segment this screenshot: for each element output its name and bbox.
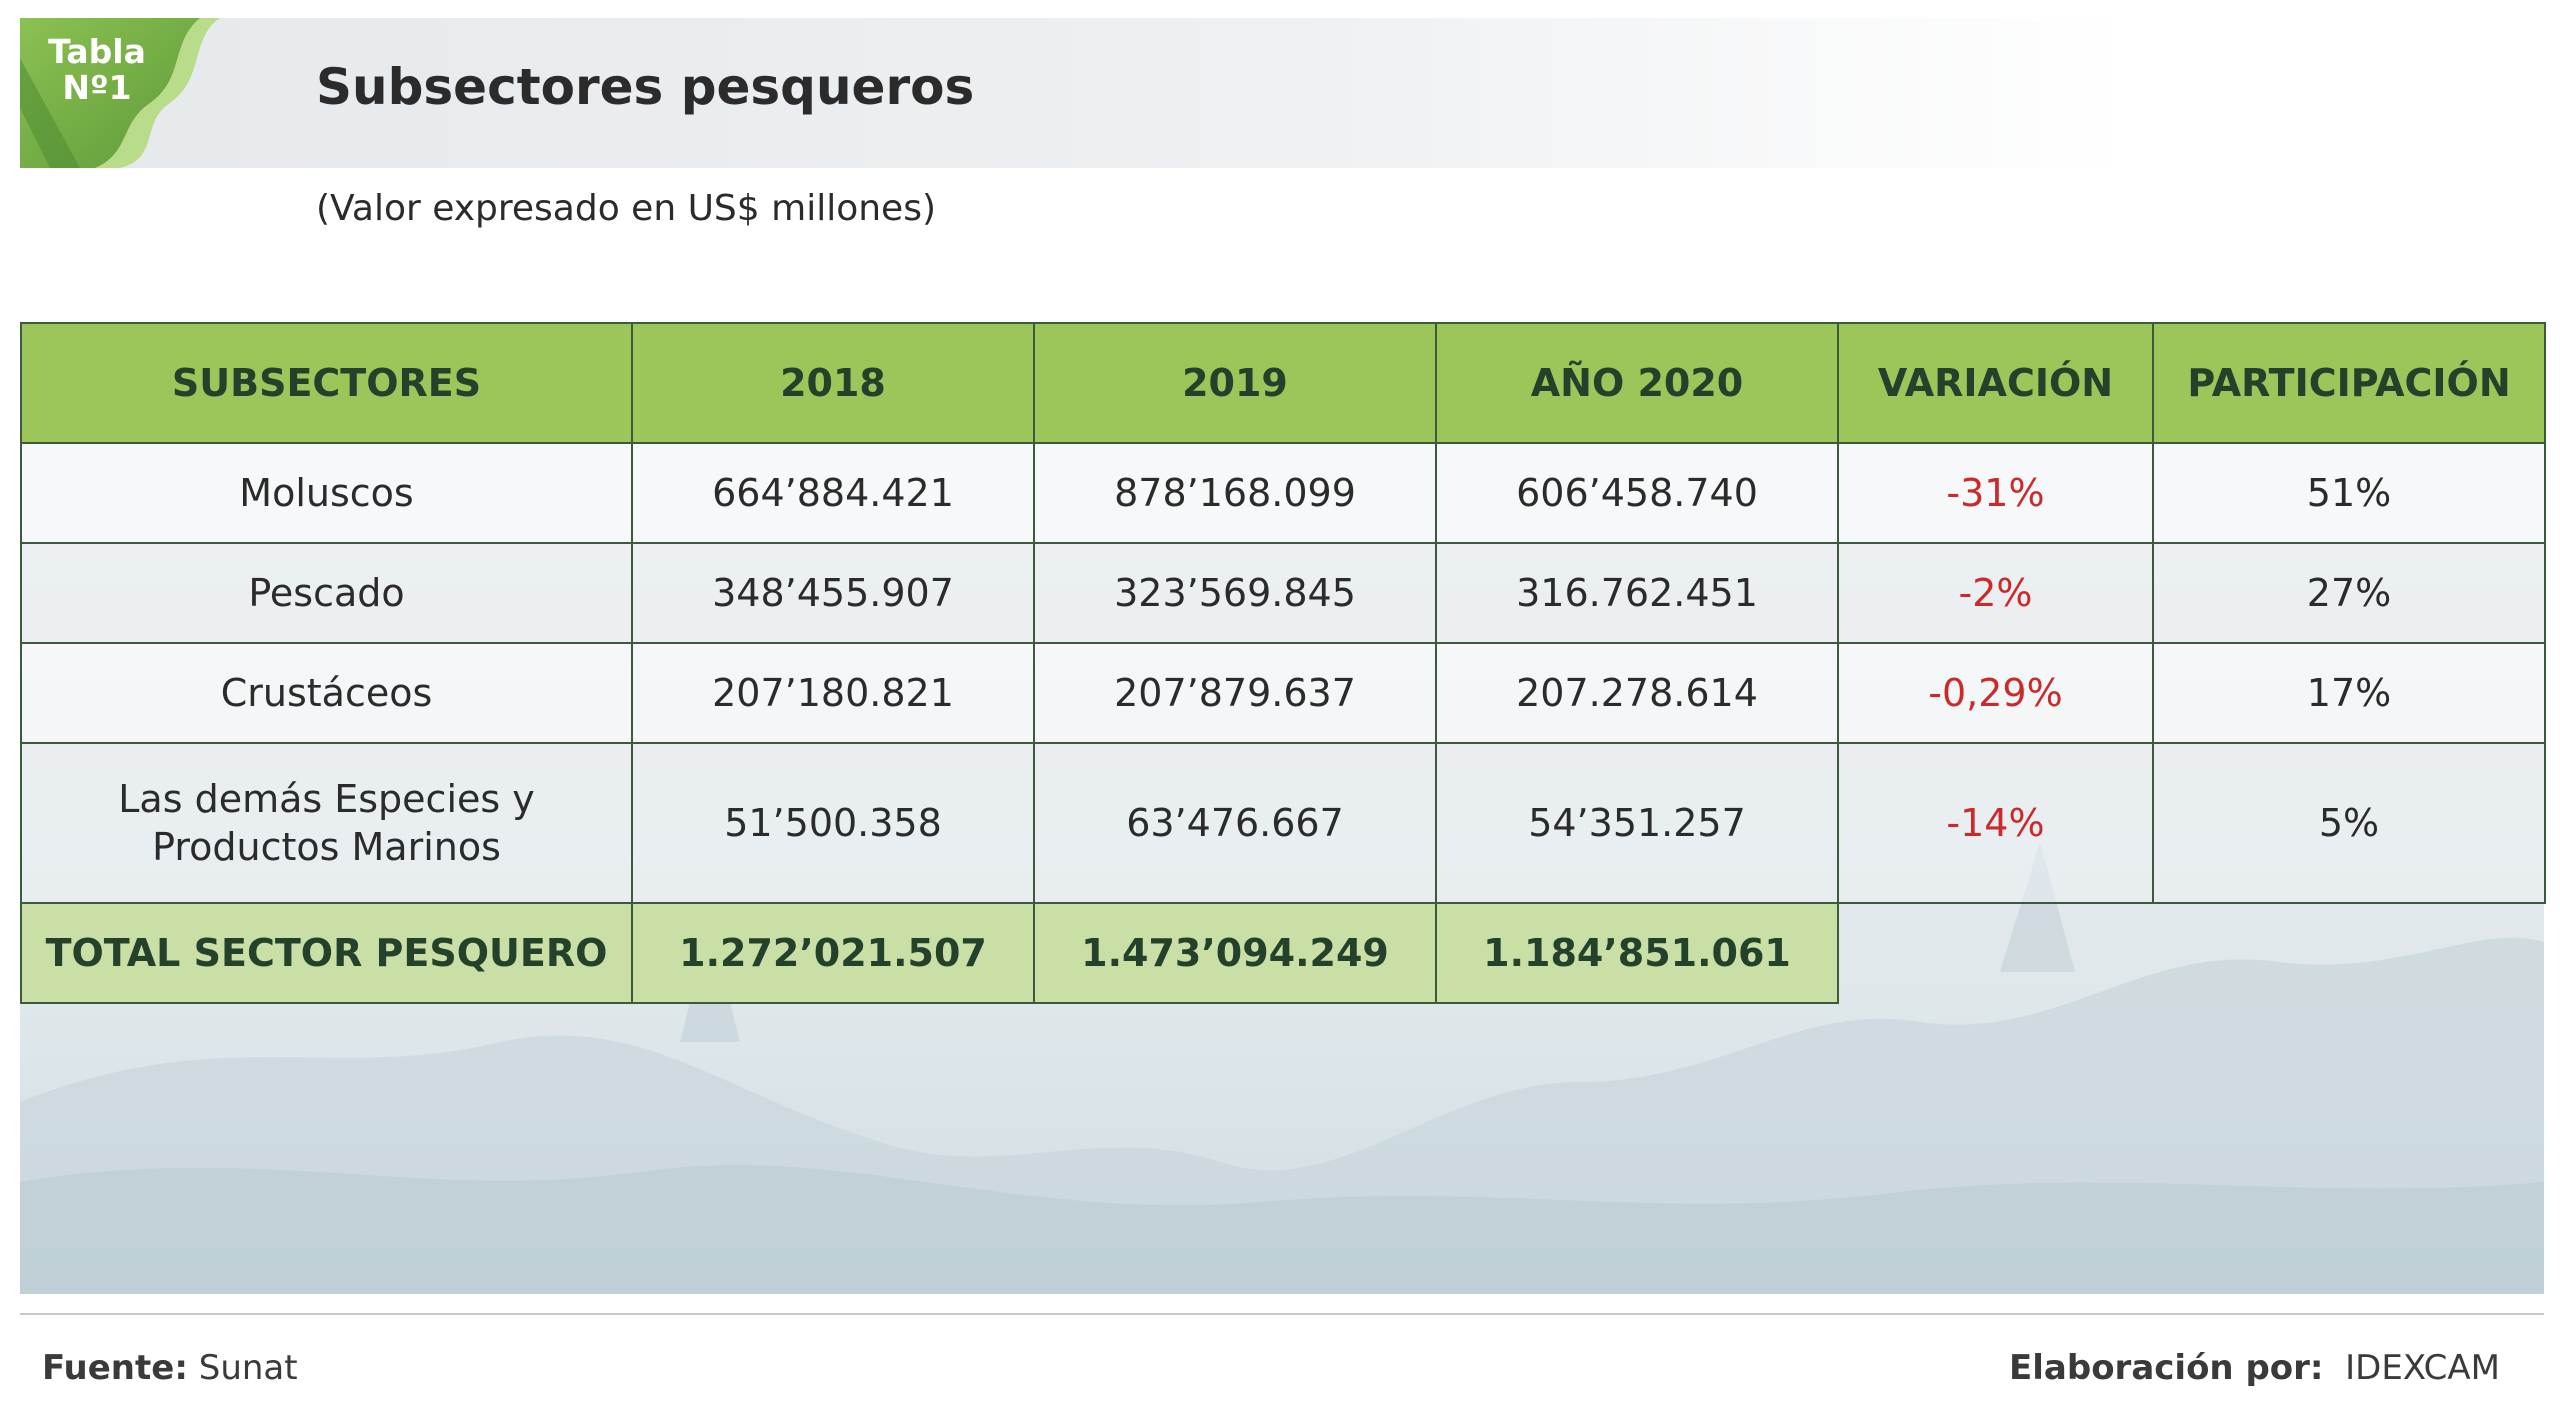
cell-variation: -2% (1837, 542, 2154, 644)
credit-value: IDEXCAM (2345, 1348, 2500, 1388)
subsectors-table: SUBSECTORES 2018 2019 AÑO 2020 VARIACIÓN… (20, 322, 2546, 1004)
badge-leaf-icon (20, 18, 220, 168)
total-empty-cell (1838, 903, 2153, 1003)
cell-share: 51% (2152, 442, 2546, 544)
total-2020: 1.184’851.061 (1435, 902, 1839, 1004)
cell-variation: -14% (1837, 742, 2154, 904)
source-value: Sunat (198, 1348, 298, 1388)
cell-2018: 664’884.421 (631, 442, 1035, 544)
source-label: Fuente: (42, 1348, 188, 1388)
table-badge: Tabla Nº1 (20, 18, 230, 168)
cell-2020: 316.762.451 (1435, 542, 1839, 644)
header-2019: 2019 (1033, 322, 1437, 444)
cell-subsector-line1: Las demás Especies y (118, 777, 535, 821)
cell-share: 5% (2152, 742, 2546, 904)
header-variacion: VARIACIÓN (1837, 322, 2154, 444)
cell-subsector: Crustáceos (20, 642, 633, 744)
cell-subsector: Moluscos (20, 442, 633, 544)
cell-2019: 63’476.667 (1033, 742, 1437, 904)
credit-label: Elaboración por: (2009, 1348, 2324, 1388)
cell-2019: 207’879.637 (1033, 642, 1437, 744)
badge-line2: Nº1 (62, 68, 132, 107)
header-2020: AÑO 2020 (1435, 322, 1839, 444)
cell-2019: 878’168.099 (1033, 442, 1437, 544)
cell-2018: 348’455.907 (631, 542, 1035, 644)
header-participacion: PARTICIPACIÓN (2152, 322, 2546, 444)
source-note: Fuente: Sunat (42, 1348, 298, 1388)
seabed-silhouette-icon (20, 842, 2544, 1294)
cell-2020: 207.278.614 (1435, 642, 1839, 744)
cell-share: 27% (2152, 542, 2546, 644)
cell-2018: 51’500.358 (631, 742, 1035, 904)
cell-2020: 606’458.740 (1435, 442, 1839, 544)
badge-label: Tabla Nº1 (42, 34, 152, 106)
table-row: Pescado 348’455.907 323’569.845 316.762.… (20, 542, 2546, 644)
total-label: TOTAL SECTOR PESQUERO (20, 902, 633, 1004)
table-row: Las demás Especies y Productos Marinos 5… (20, 742, 2546, 904)
total-2019: 1.473’094.249 (1033, 902, 1437, 1004)
cell-2019: 323’569.845 (1033, 542, 1437, 644)
header-subsectores: SUBSECTORES (20, 322, 633, 444)
table-row: Crustáceos 207’180.821 207’879.637 207.2… (20, 642, 2546, 744)
cell-subsector-line2: Productos Marinos (152, 825, 501, 869)
total-2018: 1.272’021.507 (631, 902, 1035, 1004)
cell-2020: 54’351.257 (1435, 742, 1839, 904)
page-subtitle: (Valor expresado en US$ millones) (316, 188, 936, 229)
cell-variation: -0,29% (1837, 642, 2154, 744)
total-row: TOTAL SECTOR PESQUERO 1.272’021.507 1.47… (20, 902, 2545, 1004)
header-2018: 2018 (631, 322, 1035, 444)
badge-line1: Tabla (48, 32, 146, 71)
cell-subsector: Pescado (20, 542, 633, 644)
table-header-row: SUBSECTORES 2018 2019 AÑO 2020 VARIACIÓN… (20, 322, 2546, 444)
cell-2018: 207’180.821 (631, 642, 1035, 744)
footer-divider (20, 1313, 2544, 1315)
title-band (20, 18, 2130, 168)
page-title: Subsectores pesqueros (316, 58, 975, 116)
cell-subsector: Las demás Especies y Productos Marinos (20, 742, 633, 904)
table-row: Moluscos 664’884.421 878’168.099 606’458… (20, 442, 2546, 544)
cell-share: 17% (2152, 642, 2546, 744)
cell-variation: -31% (1837, 442, 2154, 544)
credit-note: Elaboración por: IDEXCAM (2009, 1348, 2500, 1388)
total-empty-cell (2153, 903, 2545, 1003)
